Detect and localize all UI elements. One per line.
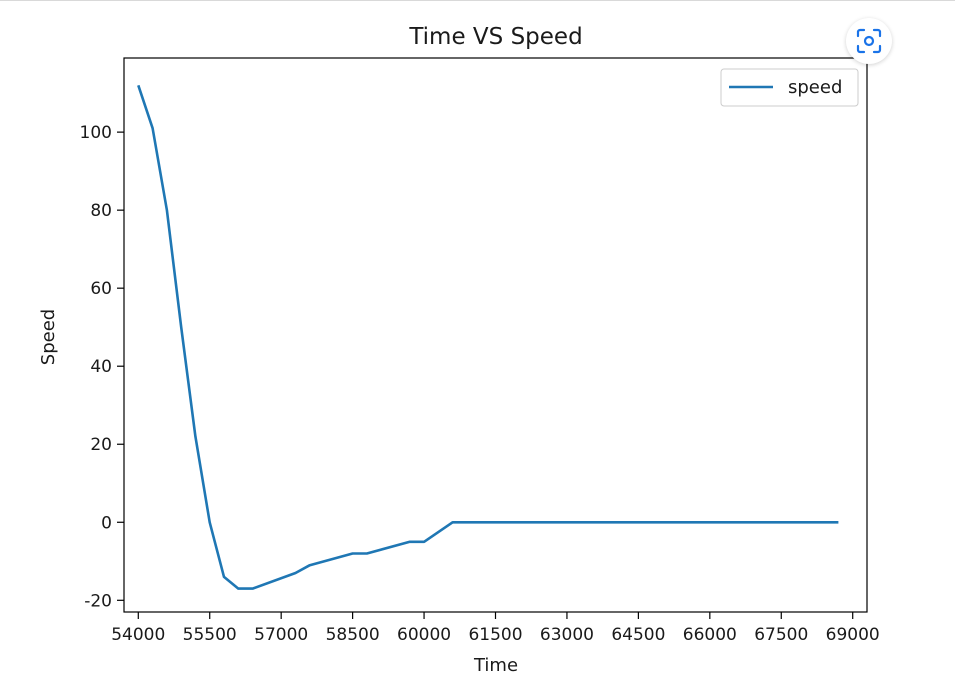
x-tick-label: 66000 bbox=[683, 625, 737, 645]
x-tick-label: 64500 bbox=[611, 625, 665, 645]
y-tick-label: 80 bbox=[90, 201, 112, 221]
x-tick-label: 67500 bbox=[754, 625, 808, 645]
y-axis: -20 0 20 40 60 80 100 bbox=[80, 123, 124, 611]
x-tick-label: 61500 bbox=[468, 625, 522, 645]
legend: speed bbox=[720, 68, 859, 107]
x-tick-label: 58500 bbox=[326, 625, 380, 645]
x-tick-label: 54000 bbox=[111, 625, 165, 645]
x-tick-label: 63000 bbox=[540, 625, 594, 645]
y-tick-label: 100 bbox=[80, 123, 112, 143]
legend-box bbox=[720, 68, 859, 107]
x-tick-label: 55500 bbox=[183, 625, 237, 645]
legend-label-speed: speed bbox=[788, 77, 842, 98]
y-tick-label: 20 bbox=[90, 435, 112, 455]
lens-scan-icon bbox=[856, 28, 882, 54]
top-divider bbox=[0, 0, 955, 5]
chart-title: Time VS Speed bbox=[408, 24, 582, 50]
y-axis-label: Speed bbox=[38, 309, 59, 365]
lens-scan-button[interactable] bbox=[846, 18, 892, 64]
plot-area bbox=[123, 57, 868, 613]
series-layer bbox=[137, 84, 839, 590]
x-tick-label: 69000 bbox=[826, 625, 880, 645]
series-line-speed bbox=[137, 84, 839, 590]
y-tick-label: -20 bbox=[84, 591, 112, 611]
y-tick-label: 40 bbox=[90, 357, 112, 377]
y-tick-label: 60 bbox=[90, 279, 112, 299]
x-tick-label: 60000 bbox=[397, 625, 451, 645]
x-tick-label: 57000 bbox=[254, 625, 308, 645]
x-axis: 54000 55500 57000 58500 60000 61500 63000 64500… bbox=[111, 612, 880, 645]
y-tick-label: 0 bbox=[101, 513, 112, 533]
x-axis-label: Time bbox=[473, 655, 518, 676]
